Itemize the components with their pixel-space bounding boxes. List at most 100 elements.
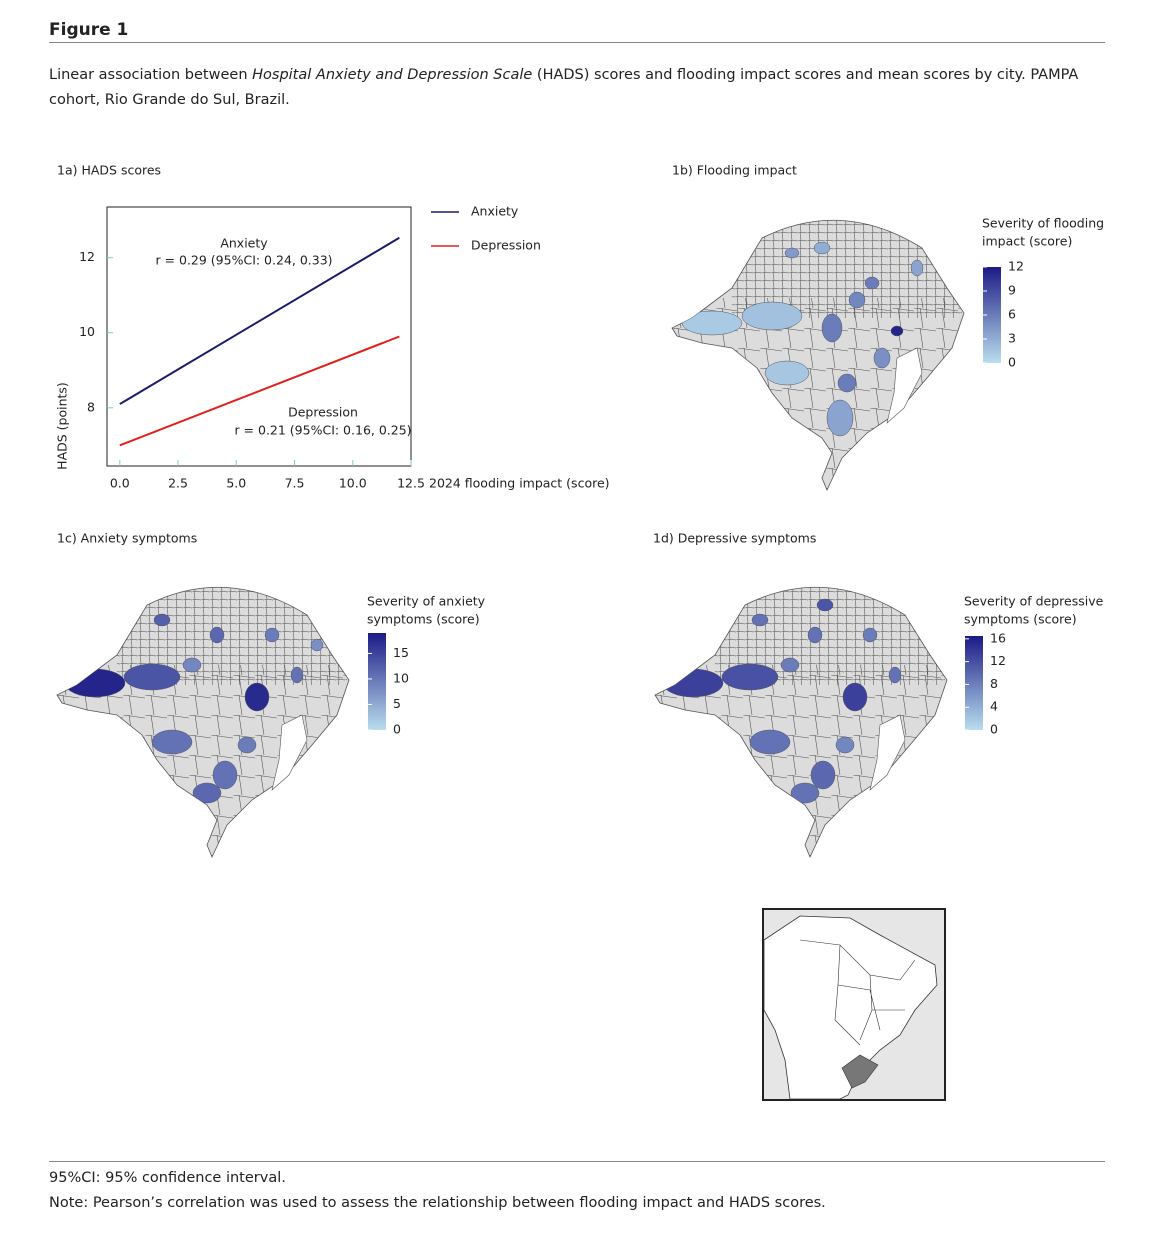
lagoon [869,714,906,791]
municipality [237,736,257,754]
legend-title: Severity of flooding [982,216,1104,231]
state-map [56,586,350,858]
colorbar [983,267,1001,363]
colorbar-tick-label: 4 [990,699,998,714]
y-tick-label: 8 [87,399,95,414]
legend-label: Anxiety [471,204,519,219]
state-map [654,586,948,858]
lagoon [886,347,923,424]
x-tick-label: 2.5 [168,476,188,491]
municipality [888,666,902,684]
municipality [837,373,857,393]
municipality [212,760,238,790]
municipality [821,313,843,343]
municipality [835,736,855,754]
x-tick-label: 12.5 [397,476,425,491]
colorbar-tick-label: 5 [393,696,401,711]
municipality [244,682,270,712]
plot-frame [106,206,412,467]
caption: Linear association between Hospital Anxi… [49,63,1089,113]
panel-title: 1a) HADS scores [57,163,161,178]
legend-title: impact (score) [982,234,1072,249]
panel-title: 1d) Depressive symptoms [653,531,816,546]
legend-title: Severity of depressive [964,594,1104,609]
municipality [890,325,904,337]
municipality [864,276,880,290]
x-tick-label: 5.0 [226,476,246,491]
municipality [826,399,854,437]
x-tick-label: 7.5 [285,476,305,491]
municipality [681,310,743,336]
legend-title: symptoms (score) [964,612,1077,627]
colorbar-tick-label: 10 [393,670,409,685]
figure: 1a) HADS scores 0.0 2.5 5.0 7.5 10.0 12.5 2024 … [55,163,1104,1101]
municipality [784,247,800,259]
municipality [873,347,891,369]
municipality [310,638,324,652]
municipality [153,613,171,627]
line [119,236,400,405]
municipality [721,663,779,691]
municipality [182,657,202,673]
municipality [662,668,724,698]
annotation: r = 0.21 (95%CI: 0.16, 0.25) [234,423,411,438]
footer: 95%CI: 95% confidence interval. Note: Pea… [49,1161,1105,1216]
colorbar-tick-label: 12 [990,653,1006,668]
colorbar-tick-label: 15 [393,645,409,660]
x-tick-label: 10.0 [339,476,367,491]
municipality [192,782,222,804]
municipality [764,360,810,386]
municipality [151,729,193,755]
municipality [862,627,878,643]
municipality [842,682,868,712]
state-map [671,219,965,491]
colorbar-tick-label: 0 [1008,355,1016,370]
municipality [749,729,791,755]
municipality [290,666,304,684]
colorbar-tick-label: 12 [1008,259,1024,274]
lagoon [271,714,308,791]
municipality [848,291,866,309]
colorbar-tick-label: 8 [990,676,998,691]
line [119,335,400,447]
municipality [780,657,800,673]
colorbar-tick-label: 3 [1008,331,1016,346]
municipality [209,626,225,644]
colorbar [368,633,386,730]
municipalities [655,587,947,857]
panel-title: 1b) Flooding impact [672,163,797,178]
annotation: Anxiety [220,236,268,251]
footnote: Note: Pearson’s correlation was used to … [49,1195,826,1211]
legend-title: Severity of anxiety [367,594,486,609]
municipality [123,663,181,691]
municipality [807,626,823,644]
colorbar-tick-label: 0 [393,722,401,737]
municipality [810,760,836,790]
colorbar [965,636,983,730]
annotation: Depression [288,405,358,420]
caption-italic: Hospital Anxiety and Depression Scale [252,67,533,83]
municipality [910,259,924,277]
figure-title: Figure 1 [49,20,1105,43]
caption-text: (HADS) scores and flooding impact scores… [49,67,1079,108]
municipality [264,627,280,643]
municipalities [57,587,349,857]
caption-text: Linear association between [49,67,253,83]
legend-title: symptoms (score) [367,612,480,627]
municipality [64,668,126,698]
municipality [751,613,769,627]
x-axis-label: 2024 flooding impact (score) [429,476,610,491]
municipality [813,241,831,255]
colorbar-tick-label: 0 [990,722,998,737]
municipality [816,598,834,612]
panel-title: 1c) Anxiety symptoms [57,531,197,546]
brazil-inset [762,908,946,1101]
municipality [741,301,803,331]
municipality [790,782,820,804]
y-tick-label: 10 [79,324,95,339]
legend-label: Depression [471,238,541,253]
municipalities [672,220,964,490]
colorbar-tick-label: 9 [1008,283,1016,298]
annotation: r = 0.29 (95%CI: 0.24, 0.33) [155,253,332,268]
